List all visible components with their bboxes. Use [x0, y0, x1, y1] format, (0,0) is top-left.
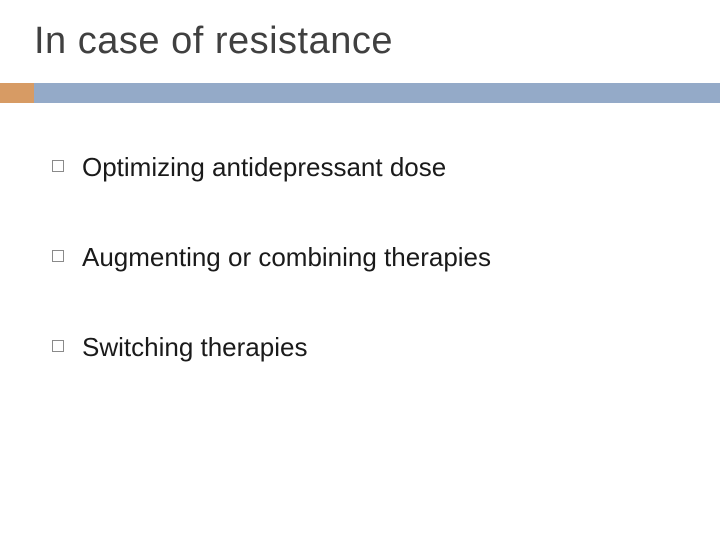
accent-bar [0, 83, 720, 103]
bullet-text: Augmenting or combining therapies [82, 241, 491, 275]
bullet-marker-icon [52, 250, 64, 262]
bullet-marker-icon [52, 160, 64, 172]
bullet-item: Switching therapies [52, 331, 680, 365]
slide-title: In case of resistance [0, 20, 720, 63]
bullet-text: Optimizing antidepressant dose [82, 151, 446, 185]
bullet-item: Optimizing antidepressant dose [52, 151, 680, 185]
bullet-text: Switching therapies [82, 331, 307, 365]
content-area: Optimizing antidepressant dose Augmentin… [0, 151, 720, 364]
slide-container: In case of resistance Optimizing antidep… [0, 0, 720, 540]
bullet-marker-icon [52, 340, 64, 352]
accent-blue-block [34, 83, 720, 103]
accent-orange-block [0, 83, 34, 103]
bullet-item: Augmenting or combining therapies [52, 241, 680, 275]
